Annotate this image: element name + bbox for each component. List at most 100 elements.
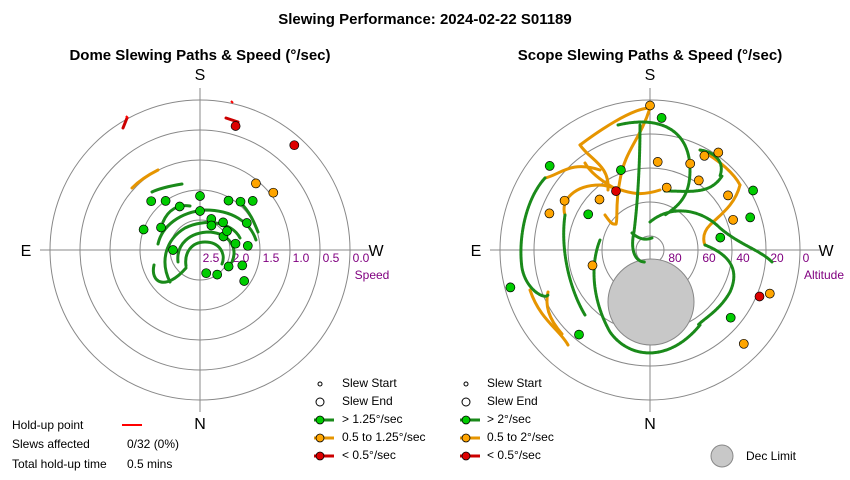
dome-slew-point [230,121,241,131]
scope-slew-path [630,231,654,241]
dome-slew-path [121,116,129,130]
dome-dir-n: N [194,416,206,433]
legend-medium-marker [315,433,325,443]
scope-slew-path [702,183,742,247]
holdup-slews-value: 0/32 (0%) [127,437,179,451]
scope-tick: 80 [668,251,682,265]
dome-slew-point [289,140,300,151]
dome-slew-point [195,206,205,216]
dome-slew-point [201,268,212,279]
legend-end-label: Slew End [342,394,393,408]
scope-title: Scope Slewing Paths & Speed (°/sec) [518,47,782,64]
dome-slew-point [235,196,246,207]
scope-slew-point [574,329,584,340]
dec-limit-legend: Dec Limit [710,444,797,468]
scope-slew-point [616,165,626,175]
scope-slew-point [544,161,555,171]
dome-slew-point [251,178,261,189]
scope-axis-label: Altitude [804,268,844,282]
scope-dir-e: E [471,243,482,260]
scope-polar-grid [490,88,820,412]
scope-slew-point [725,312,736,323]
scope-slew-point [764,288,775,299]
legend-slow-marker [461,451,471,461]
scope-tick: 20 [770,251,784,265]
scope-slew-path [562,213,587,317]
scope-slew-point [559,195,570,206]
scope-slew-point [738,338,749,349]
scope-slew-point [685,158,696,169]
legend-end-label: Slew End [487,394,538,408]
dome-slew-point [218,217,228,228]
dome-slew-point [138,224,149,235]
scope-legend: Slew Start Slew End > 2°/sec 0.5 to 2°/s… [460,376,554,462]
scope-slew-point [652,157,663,167]
scope-slew-point [587,260,598,271]
holdup-summary: Hold-up point Slews affected 0/32 (0%) T… [12,418,179,471]
dome-slew-path [161,204,192,224]
dome-dir-e: E [21,243,32,260]
dome-holdup-mark [125,115,129,119]
scope-slew-point [611,186,621,196]
scope-slew-point [745,212,756,223]
dome-polar-grid [40,88,370,412]
scope-slew-point [699,150,710,161]
scope-slew-path [528,288,570,347]
dome-slew-point [241,218,252,228]
scope-slew-point [505,282,516,293]
scope-slew-point [645,100,655,111]
legend-end-marker [315,397,325,407]
scope-tick: 60 [702,251,716,265]
scope-slew-path [648,209,774,264]
scope-slew-path [578,106,650,147]
dome-slew-point [230,238,241,249]
scope-slew-path [698,148,723,178]
scope-slew-point [594,194,605,205]
dome-slew-point [242,240,253,251]
dome-slew-point [174,201,185,212]
scope-slew-path [603,213,618,226]
dome-panel: Dome Slewing Paths & Speed (°/sec) S N E… [21,47,390,433]
scope-slew-path [631,123,647,264]
figure-title: Slewing Performance: 2024-02-22 S01189 [278,11,572,28]
scope-slew-path [663,174,724,193]
scope-slew-point [723,190,733,201]
holdup-time-label: Total hold-up time [12,457,107,471]
dome-tick: 1.0 [293,251,310,265]
legend-start-label: Slew Start [342,376,397,390]
legend-end-marker [461,397,471,407]
dome-holdup-mark [230,100,234,104]
scope-slew-point [713,147,724,158]
dome-slew-path [150,182,184,194]
dome-slew-path [176,230,236,264]
legend-fast-marker [315,415,325,425]
dome-title: Dome Slewing Paths & Speed (°/sec) [69,47,330,64]
dome-slew-path [151,263,188,284]
scope-slew-path [583,161,616,190]
dome-tick: 1.5 [263,251,280,265]
dome-slew-path [184,240,225,268]
dome-dir-s: S [195,67,206,84]
dome-tick: 2.5 [203,251,220,265]
scope-dec-limit [607,258,695,346]
scope-tick: 40 [736,251,750,265]
scope-tick: 0 [803,251,810,265]
dome-slew-point [223,261,234,272]
dec-limit-label: Dec Limit [746,449,797,463]
dome-slew-point [195,191,205,201]
dome-slew-point [223,195,234,206]
scope-slew-point [728,214,738,225]
legend-medium-marker [461,433,471,443]
dec-limit-swatch [710,444,734,468]
scope-panel: Scope Slewing Paths & Speed (°/sec) S N … [471,47,845,433]
legend-fast-label: > 2°/sec [487,412,531,426]
scope-slew-point [544,208,555,219]
scope-slew-point [656,113,667,123]
dome-slew-point [160,196,171,206]
scope-slew-point [715,232,726,243]
scope-dir-w: W [818,243,834,260]
dome-tick: 0.5 [323,251,340,265]
legend-start-marker [463,381,469,387]
scope-slew-path [519,176,550,298]
